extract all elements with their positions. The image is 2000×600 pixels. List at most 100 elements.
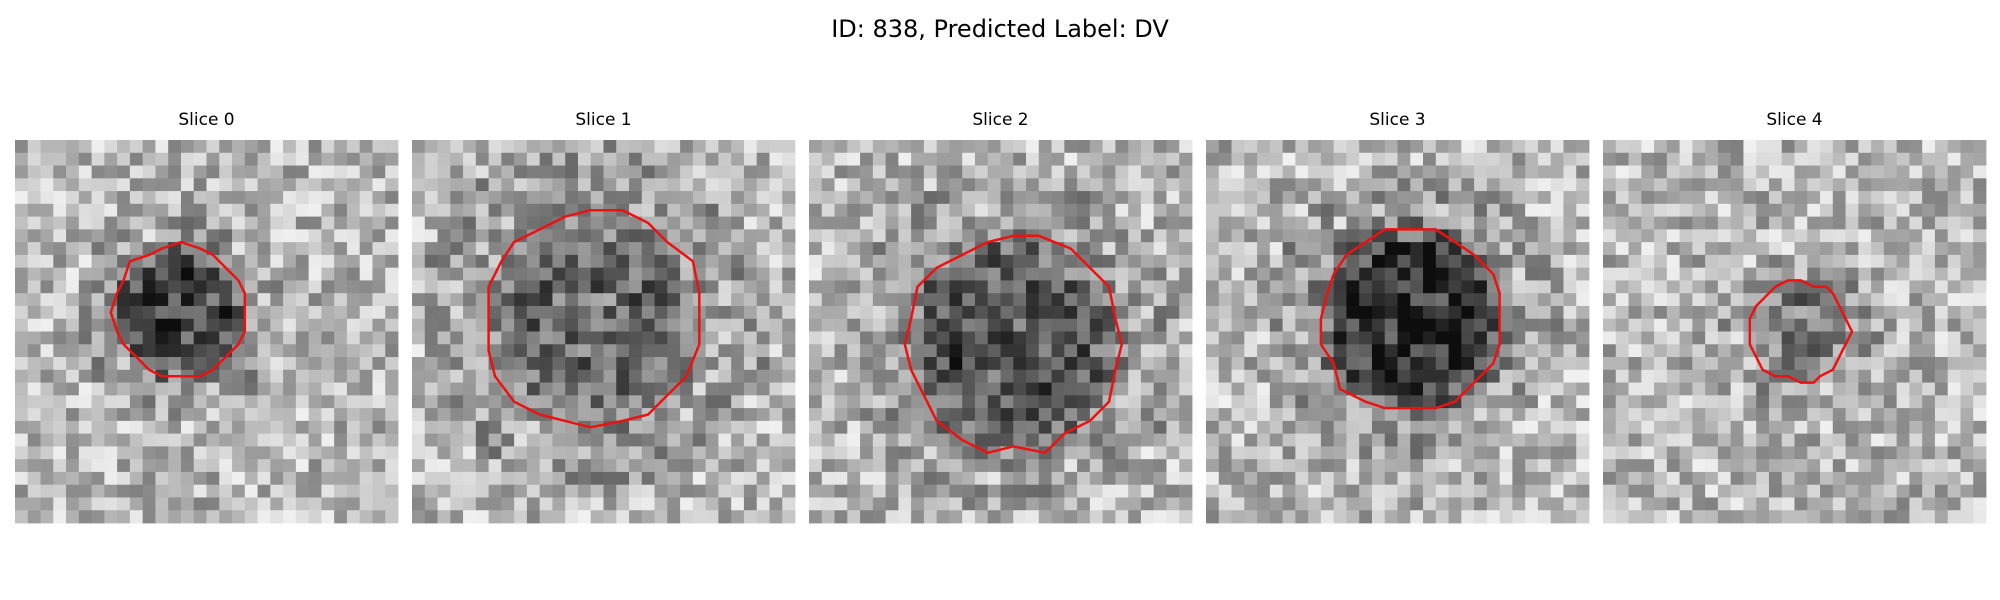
pixel: [40, 408, 54, 422]
pixel: [705, 497, 719, 511]
pixel: [1730, 305, 1744, 320]
pixel: [1807, 140, 1821, 154]
pixel: [155, 395, 169, 409]
pixel: [475, 369, 489, 383]
pixel: [1781, 446, 1795, 460]
pixel: [1666, 229, 1680, 243]
pixel: [1717, 242, 1732, 256]
pixel: [1026, 484, 1040, 498]
pixel: [565, 446, 579, 460]
pixel: [91, 203, 105, 217]
pixel: [1654, 178, 1668, 192]
pixel: [283, 510, 297, 524]
pixel: [1474, 497, 1488, 511]
pixel: [936, 484, 950, 498]
pixel: [590, 510, 604, 524]
pixel: [898, 395, 912, 409]
pixel: [526, 178, 541, 192]
pixel: [809, 484, 823, 498]
pixel: [1346, 165, 1360, 179]
pixel: [821, 140, 835, 154]
pixel: [437, 191, 451, 205]
pixel: [142, 293, 156, 307]
pixel: [463, 254, 477, 269]
pixel: [1333, 395, 1347, 409]
pixel: [1947, 369, 1961, 383]
pixel: [1089, 293, 1104, 307]
pixel: [1089, 433, 1104, 447]
pixel: [1934, 446, 1949, 460]
pixel: [1346, 229, 1360, 243]
pixel: [257, 484, 271, 498]
pixel: [1692, 242, 1706, 256]
pixel: [1089, 344, 1104, 358]
pixel: [1102, 152, 1116, 166]
pixel: [526, 357, 541, 371]
pixel: [731, 382, 745, 396]
pixel: [1077, 459, 1091, 473]
pixel: [463, 484, 477, 498]
pixel: [1333, 178, 1347, 192]
pixel: [1206, 305, 1220, 320]
pixel: [1845, 344, 1859, 358]
pixel: [244, 433, 258, 447]
pixel: [219, 433, 233, 447]
pixel: [1563, 369, 1577, 383]
pixel: [53, 357, 67, 371]
pixel: [1448, 331, 1462, 345]
pixel: [283, 471, 297, 486]
pixel: [680, 305, 694, 320]
pixel: [565, 484, 579, 498]
pixel: [1512, 433, 1526, 447]
pixel: [1871, 305, 1885, 320]
pixel: [1896, 395, 1910, 409]
pixel: [769, 165, 783, 179]
pixel: [463, 357, 477, 371]
pixel: [1474, 357, 1488, 371]
pixel: [78, 357, 92, 371]
pixel: [91, 395, 105, 409]
pixel: [1346, 178, 1360, 192]
pixel: [1563, 331, 1577, 345]
pixel: [629, 369, 643, 383]
pixel: [1269, 280, 1283, 294]
pixel: [219, 216, 233, 230]
pixel: [1218, 471, 1232, 486]
pixel: [782, 395, 796, 409]
pixel: [91, 280, 105, 294]
pixel: [1179, 446, 1193, 460]
pixel: [346, 305, 361, 320]
pixel: [936, 165, 950, 179]
pixel: [283, 357, 297, 371]
pixel: [1909, 420, 1923, 435]
pixel: [1934, 254, 1949, 269]
pixel: [1448, 484, 1462, 498]
pixel: [834, 178, 848, 192]
pixel: [1038, 203, 1052, 217]
pixel: [962, 484, 976, 498]
pixel: [603, 484, 617, 498]
pixel: [1858, 305, 1872, 320]
pixel: [1563, 395, 1577, 409]
pixel: [1231, 203, 1245, 217]
pixel: [1128, 382, 1142, 396]
pixel: [1384, 382, 1398, 396]
pixel: [219, 484, 233, 498]
pixel: [206, 420, 220, 435]
pixel: [1295, 471, 1309, 486]
pixel: [1051, 420, 1065, 435]
pixel: [193, 280, 207, 294]
pixel: [1883, 140, 1898, 154]
pixel: [91, 267, 105, 281]
pixel: [1641, 140, 1655, 154]
pixel: [155, 497, 169, 511]
pixel: [1435, 433, 1449, 447]
pixel: [424, 344, 438, 358]
pixel: [1206, 369, 1220, 383]
pixel: [847, 191, 861, 205]
pixel: [1244, 140, 1258, 154]
pixel: [91, 254, 105, 269]
pixel: [270, 459, 284, 473]
pixel: [1756, 433, 1770, 447]
pixel: [1666, 216, 1680, 230]
